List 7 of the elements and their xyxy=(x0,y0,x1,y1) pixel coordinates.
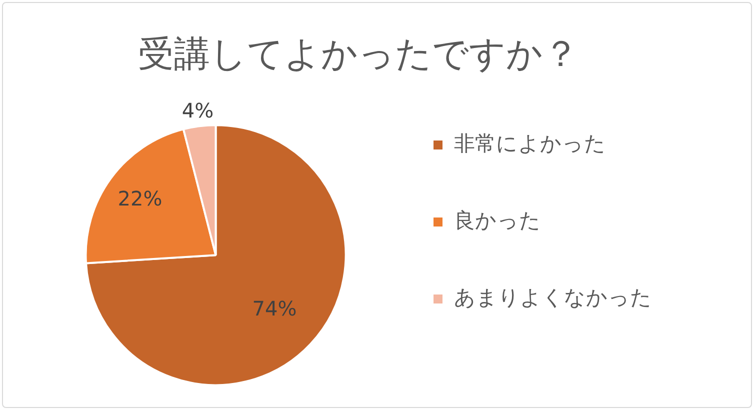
legend-label: 良かった xyxy=(454,208,541,232)
data-label: 22% xyxy=(118,186,162,210)
chart-title: 受講してよかったですか？ xyxy=(138,34,579,75)
legend-label: あまりよくなかった xyxy=(454,285,652,310)
legend-label: 非常によかった xyxy=(454,131,606,156)
data-label: 4% xyxy=(182,98,214,122)
data-label: 74% xyxy=(252,296,297,320)
